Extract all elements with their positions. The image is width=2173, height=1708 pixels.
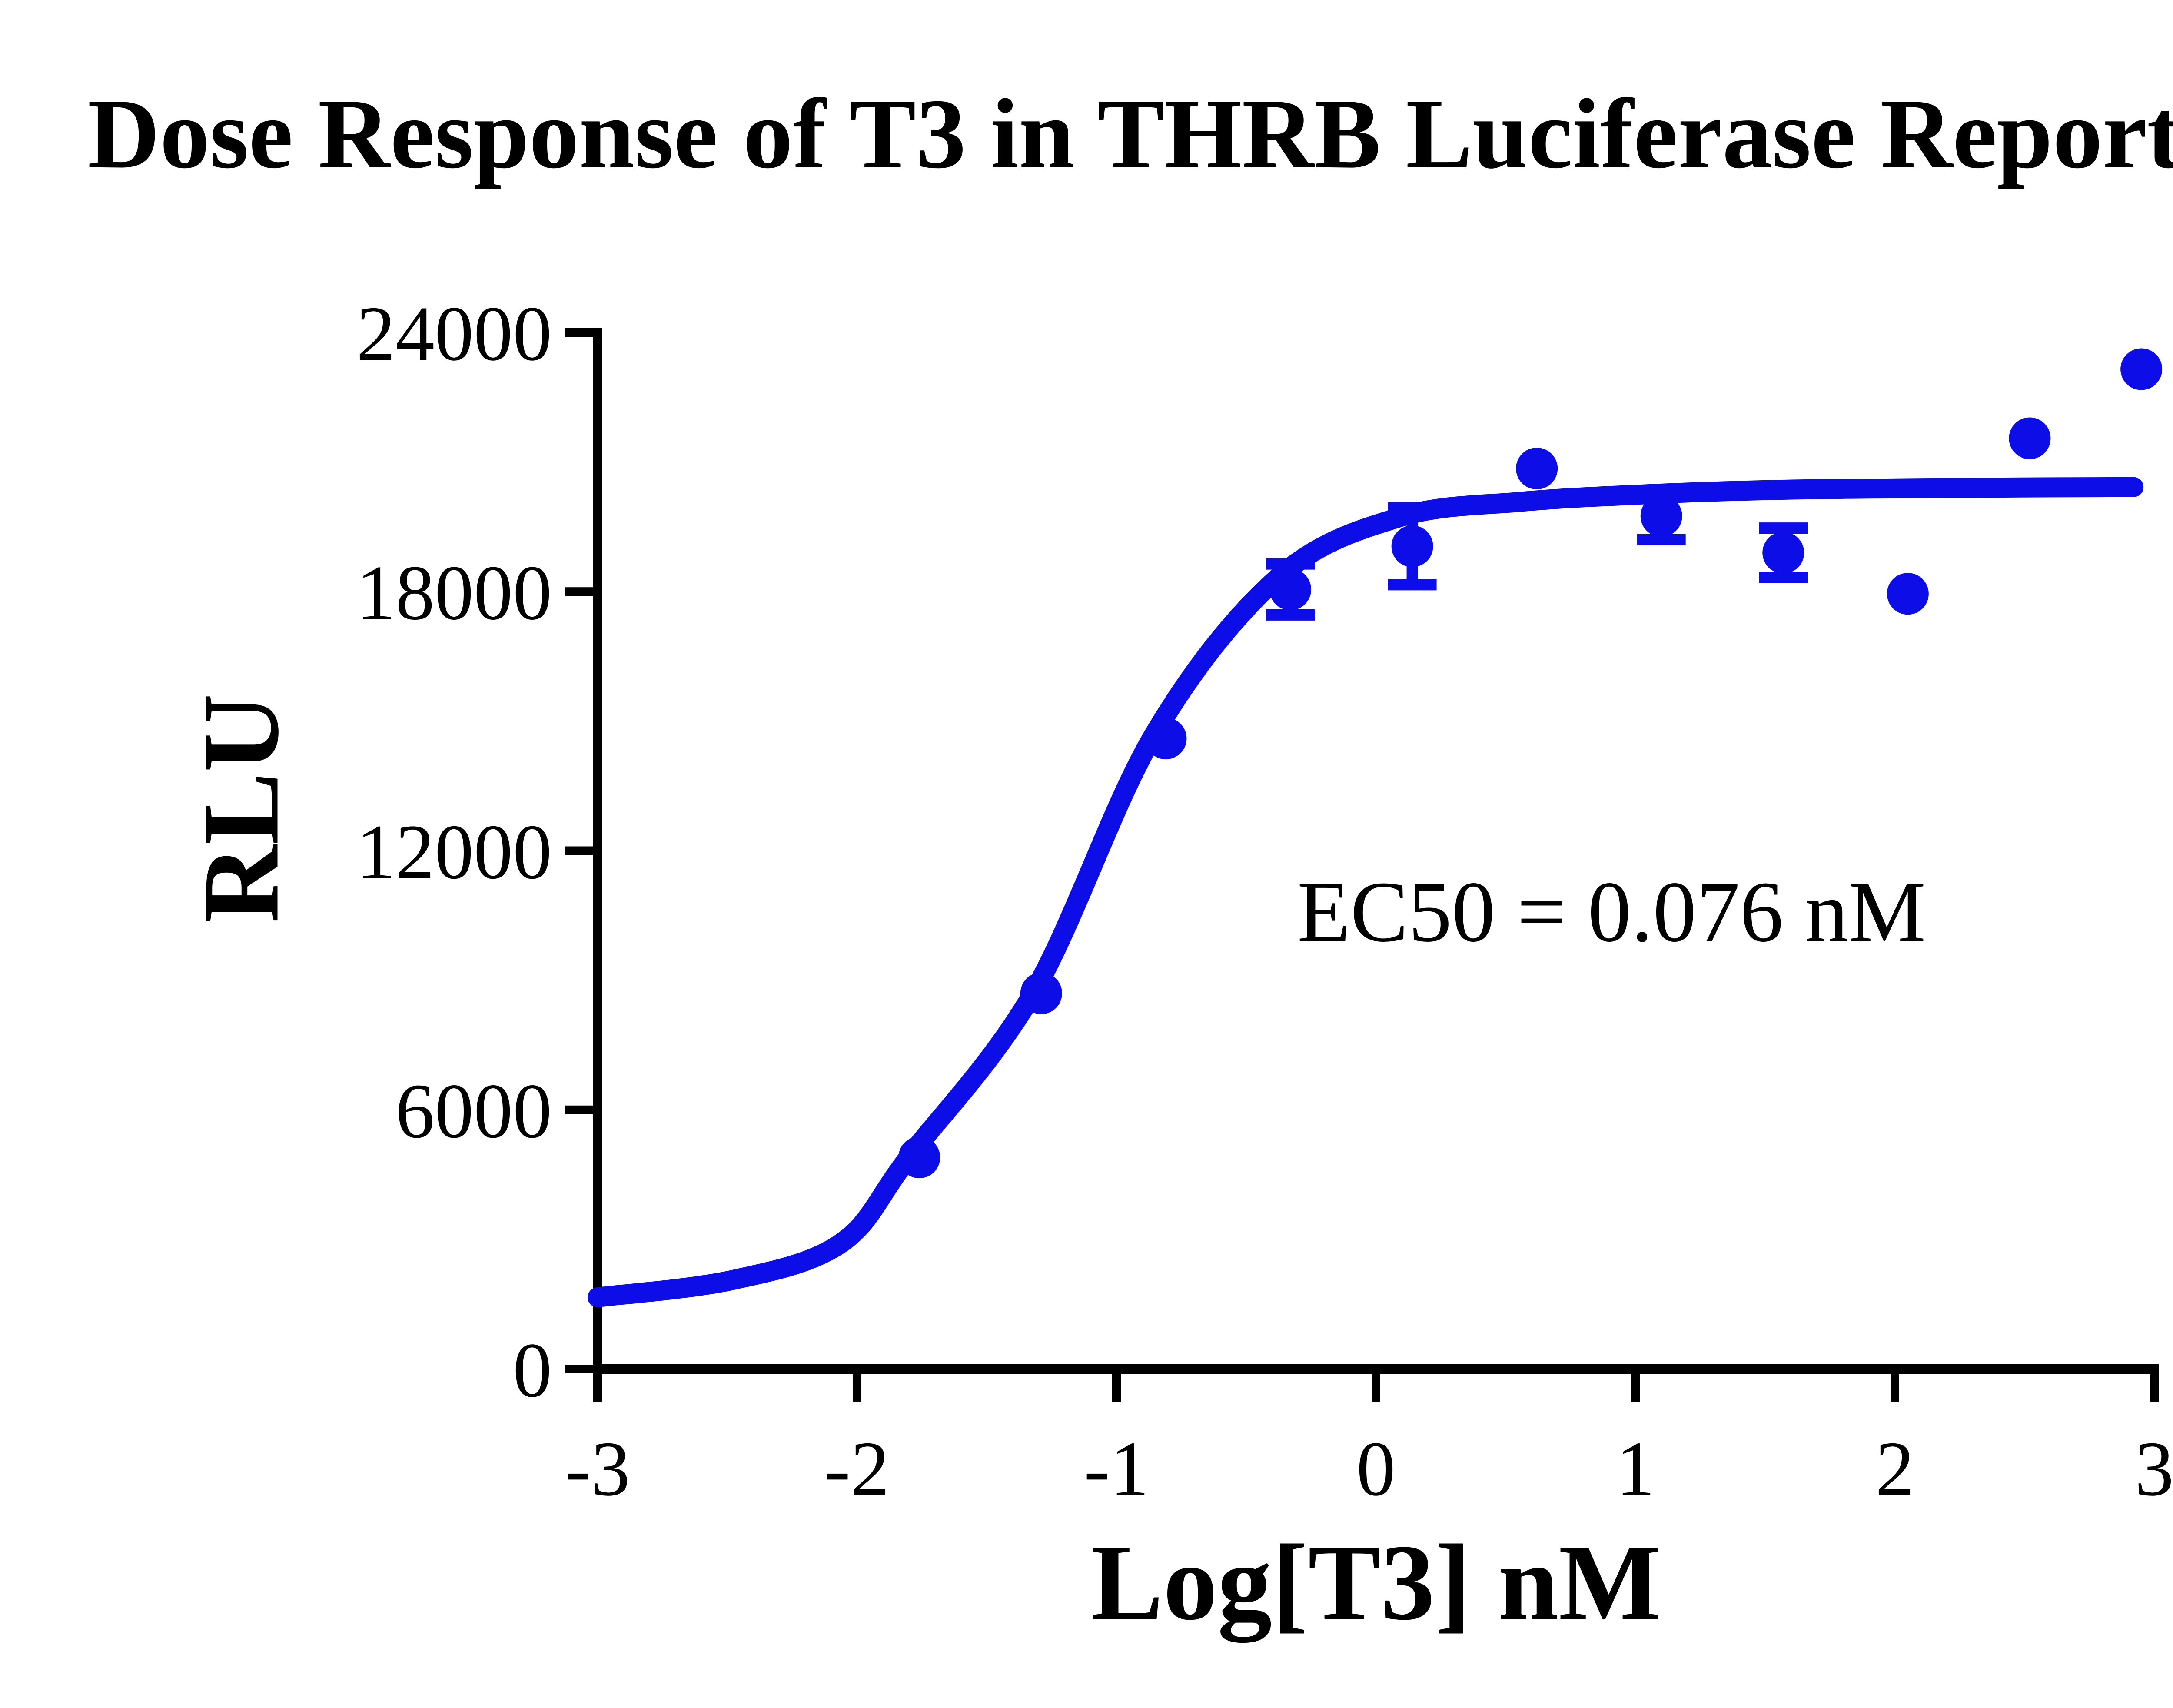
y-axis-title: RLU [181, 694, 302, 923]
data-point [2120, 348, 2163, 390]
tick-labels: -3 -2 -1 0 1 2 3 0 6000 12000 18000 24000 [356, 290, 2173, 1512]
y-tick-label: 24000 [356, 290, 552, 377]
data-point [1020, 972, 1062, 1014]
data-point [1269, 568, 1311, 611]
error-bars [1266, 486, 1808, 621]
data-point [1640, 495, 1682, 537]
x-tick-label: 3 [2135, 1426, 2173, 1512]
ec50-annotation: EC50 = 0.076 nM [1297, 864, 1926, 960]
chart-title: Dose Response of T3 in THRB Luciferase R… [88, 78, 2173, 189]
x-tick-label: -2 [824, 1426, 890, 1512]
y-tick-label: 12000 [356, 809, 552, 895]
x-tick-label: 1 [1616, 1426, 1655, 1512]
data-point [1516, 448, 1558, 490]
axis-ticks [565, 328, 2159, 1402]
data-point [2009, 417, 2051, 459]
data-point [1391, 525, 1433, 567]
data-point [1762, 532, 1804, 574]
x-tick-label: 0 [1356, 1426, 1396, 1512]
data-point [1887, 573, 1929, 615]
y-tick-label: 18000 [356, 549, 552, 636]
x-tick-label: -1 [1084, 1426, 1149, 1512]
data-point [898, 1136, 940, 1179]
x-tick-label: 2 [1875, 1426, 1914, 1512]
x-tick-label: -3 [565, 1426, 630, 1512]
axes [593, 328, 2159, 1374]
data-points [898, 348, 2163, 1179]
x-axis-title: Log[T3] nM [1091, 1522, 1661, 1643]
axis-spine [593, 328, 2159, 1374]
y-tick-label: 0 [513, 1327, 552, 1413]
data-point [1145, 718, 1187, 760]
y-tick-label: 6000 [395, 1068, 552, 1154]
